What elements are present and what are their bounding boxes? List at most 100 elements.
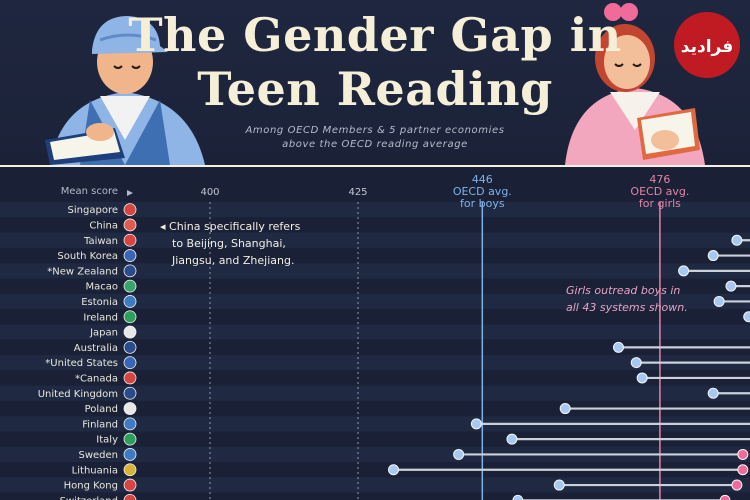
boys-score-point: [559, 403, 571, 415]
country-label: Sweden: [78, 450, 118, 461]
country-label: Switzerland: [60, 496, 118, 500]
table-row: Finland: [82, 417, 750, 430]
boys-score-point: [388, 464, 400, 476]
title-line-2: Teen Reading: [197, 62, 553, 116]
row-background: [0, 278, 750, 294]
reference-value-label: 476: [649, 173, 670, 186]
chart-rows: Singapore China Taiwan South Korea *New Zeal…: [38, 203, 750, 500]
country-flag-icon: [123, 340, 137, 354]
row-background: [0, 232, 750, 248]
country-label: Estonia: [81, 297, 118, 308]
girls-annotation-line-1: Girls outread boys in: [566, 284, 681, 297]
x-tick-label: 400: [200, 187, 219, 198]
table-row: Japan: [89, 325, 137, 339]
country-label: *Canada: [75, 373, 118, 384]
boys-score-point: [630, 357, 642, 369]
table-row: Estonia: [81, 295, 750, 308]
girls-score-point: [737, 448, 749, 460]
subtitle: Among OECD Members & 5 partner economies…: [0, 124, 750, 152]
china-annotation: ◂ China specifically refers to Beijing, …: [160, 218, 300, 269]
row-background: [0, 416, 750, 432]
reference-caption-label: for girls: [639, 197, 681, 210]
reference-caption-label: OECD avg.: [453, 185, 512, 198]
country-label: Australia: [74, 343, 118, 354]
country-flag-icon: [123, 264, 137, 278]
row-background: [0, 339, 750, 355]
table-row: Sweden: [78, 448, 749, 461]
reference-value-label: 446: [472, 173, 493, 186]
country-label: Finland: [82, 419, 118, 430]
country-flag-icon: [123, 295, 137, 308]
china-annotation-line-3: Jiangsu, and Zhejiang.: [172, 254, 295, 267]
row-background: [0, 355, 750, 371]
boy-reading-illustration: [45, 16, 205, 165]
row-background: [0, 462, 750, 478]
logo-text: فرادید: [681, 37, 733, 57]
country-flag-icon: [123, 448, 137, 461]
country-flag-icon: [123, 371, 137, 385]
boys-score-point: [506, 433, 518, 445]
country-label: Singapore: [68, 205, 118, 216]
boys-score-point: [707, 387, 719, 399]
faradid-logo: فرادید: [674, 12, 740, 78]
table-row: Italy: [96, 432, 750, 446]
table-row: *United States: [45, 356, 750, 369]
table-row: *New Zealand: [47, 264, 750, 278]
table-row: Australia: [74, 340, 750, 354]
girls-annotation-line-2: all 43 systems shown.: [566, 301, 688, 314]
row-background: [0, 431, 750, 447]
table-row: Singapore: [68, 203, 137, 217]
row-background: [0, 263, 750, 279]
country-flag-icon: [123, 233, 137, 247]
country-label: Italy: [96, 435, 118, 446]
boys-score-point: [731, 234, 743, 246]
country-label: *United States: [45, 358, 118, 369]
country-flag-icon: [123, 310, 137, 324]
country-label: *New Zealand: [47, 266, 118, 277]
country-label: China: [89, 220, 118, 231]
country-label: South Korea: [57, 251, 118, 262]
table-row: Poland: [85, 402, 750, 415]
country-label: Poland: [85, 404, 118, 415]
country-flag-icon: [123, 325, 137, 339]
country-flag-icon: [123, 478, 137, 492]
country-label: Macao: [86, 282, 119, 293]
row-background: [0, 492, 750, 500]
china-annotation-line-2: to Beijing, Shanghai,: [172, 237, 286, 250]
country-flag-icon: [123, 279, 137, 293]
header: فرادید The Gender Gap in Teen Reading Am…: [0, 0, 750, 167]
row-background: [0, 324, 750, 340]
girls-annotation: Girls outread boys in all 43 systems sho…: [566, 282, 688, 316]
boys-score-point: [553, 479, 565, 491]
table-row: Hong Kong: [64, 478, 743, 492]
boys-score-point: [636, 372, 648, 384]
country-flag-icon: [123, 402, 137, 415]
title-line-1: The Gender Gap in: [128, 8, 622, 62]
row-header-arrow-icon: [127, 190, 133, 196]
country-flag-icon: [123, 386, 137, 400]
row-background: [0, 370, 750, 386]
table-row: Macao: [86, 279, 750, 293]
subtitle-line-2: above the OECD reading average: [282, 139, 468, 150]
boys-score-point: [470, 418, 482, 430]
boys-score-point: [512, 494, 524, 500]
country-flag-icon: [123, 203, 137, 217]
x-axis-ticks: 400425500525550: [200, 187, 368, 500]
boys-score-point: [713, 295, 725, 307]
reference-caption-label: for boys: [460, 197, 505, 210]
row-background: [0, 217, 750, 233]
girls-score-point: [719, 494, 731, 500]
table-row: Switzerland: [60, 493, 731, 500]
reference-caption-label: OECD avg.: [630, 185, 689, 198]
country-flag-icon: [123, 463, 137, 477]
table-row: *Canada: [75, 371, 750, 385]
boys-score-point: [743, 311, 750, 323]
row-header-label: Mean score: [61, 186, 118, 197]
row-background: [0, 202, 750, 218]
country-flag-icon: [123, 249, 137, 262]
girls-score-point: [737, 464, 749, 476]
table-row: China: [89, 218, 137, 231]
girls-score-point: [731, 479, 743, 491]
row-background: [0, 293, 750, 310]
